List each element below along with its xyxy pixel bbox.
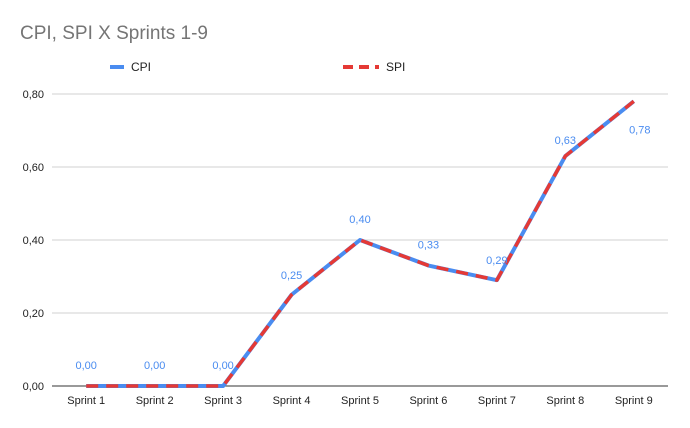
y-tick-label: 0,60 <box>23 162 44 174</box>
y-tick-label: 0,80 <box>23 89 44 101</box>
y-tick-label: 0,00 <box>23 381 44 393</box>
x-tick-label: Sprint 2 <box>136 395 174 407</box>
data-label: 0,25 <box>281 270 302 282</box>
x-tick-label: Sprint 4 <box>273 395 311 407</box>
x-tick-label: Sprint 8 <box>546 395 584 407</box>
legend-label-spi: SPI <box>386 60 405 74</box>
x-tick-label: Sprint 3 <box>204 395 242 407</box>
chart-title: CPI, SPI X Sprints 1-9 <box>20 23 208 44</box>
y-tick-label: 0,20 <box>23 308 44 320</box>
x-tick-label: Sprint 9 <box>615 395 653 407</box>
data-label: 0,00 <box>76 360 97 372</box>
legend-label-cpi: CPI <box>131 60 151 74</box>
x-tick-label: Sprint 7 <box>478 395 516 407</box>
data-labels: 0,00 0,00 0,00 0,25 0,40 0,33 0,29 0,63 0,78 <box>76 124 651 372</box>
data-label: 0,29 <box>486 255 507 267</box>
data-label: 0,33 <box>418 240 439 252</box>
x-tick-label: Sprint 1 <box>67 395 105 407</box>
series-lines <box>86 99 636 388</box>
x-tick-label: Sprint 5 <box>341 395 379 407</box>
series-line-spi <box>86 99 635 388</box>
legend: CPI SPI <box>110 60 405 74</box>
y-axis: 0,00 0,20 0,40 0,60 0,80 <box>23 89 44 393</box>
data-label: 0,40 <box>349 214 370 226</box>
series-line-cpi <box>86 99 636 388</box>
data-label: 0,78 <box>629 124 650 136</box>
data-label: 0,63 <box>555 135 576 147</box>
data-label: 0,00 <box>144 360 165 372</box>
y-tick-label: 0,40 <box>23 235 44 247</box>
x-tick-label: Sprint 6 <box>409 395 447 407</box>
data-label: 0,00 <box>212 360 233 372</box>
x-axis: Sprint 1 Sprint 2 Sprint 3 Sprint 4 Sprint 5… <box>67 395 652 407</box>
